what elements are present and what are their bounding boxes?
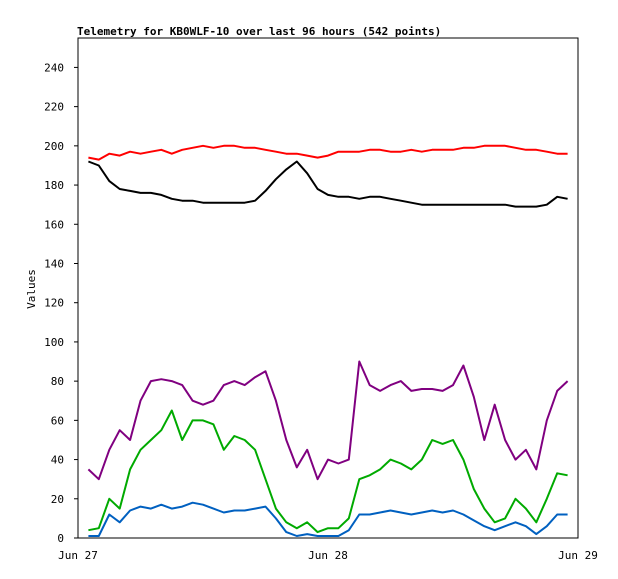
series-line-1 bbox=[88, 144, 568, 161]
y-tick-label: 180 bbox=[44, 179, 64, 192]
series-line-5 bbox=[88, 501, 568, 537]
x-tick-label: Jun 27 bbox=[58, 549, 98, 562]
x-tick-label: Jun 29 bbox=[558, 549, 598, 562]
y-tick-label: 20 bbox=[51, 493, 64, 506]
y-tick-label: 120 bbox=[44, 297, 64, 310]
series-line-2 bbox=[88, 160, 568, 208]
y-tick-label: 80 bbox=[51, 375, 64, 388]
y-tick-label: 240 bbox=[44, 61, 64, 74]
series-lines bbox=[87, 144, 569, 537]
x-tick-label: Jun 28 bbox=[308, 549, 348, 562]
y-tick-label: 220 bbox=[44, 101, 64, 114]
plot-area bbox=[77, 37, 579, 539]
y-tick-label: 100 bbox=[44, 336, 64, 349]
y-axis-label: Values bbox=[25, 269, 38, 309]
series-line-3 bbox=[87, 360, 569, 481]
chart-title: Telemetry for KB0WLF-10 over last 96 hou… bbox=[77, 25, 441, 38]
y-tick-label: 0 bbox=[57, 532, 64, 545]
y-tick-label: 160 bbox=[44, 218, 64, 231]
y-tick-label: 60 bbox=[51, 414, 64, 427]
y-tick-label: 200 bbox=[44, 140, 64, 153]
series-line-4 bbox=[88, 409, 568, 534]
y-tick-label: 40 bbox=[51, 454, 64, 467]
y-tick-label: 140 bbox=[44, 257, 64, 270]
axis-ticks: 0 20 40 60 80 100 120 140 160 180 200 220 240 Jun 27 J… bbox=[44, 61, 598, 562]
